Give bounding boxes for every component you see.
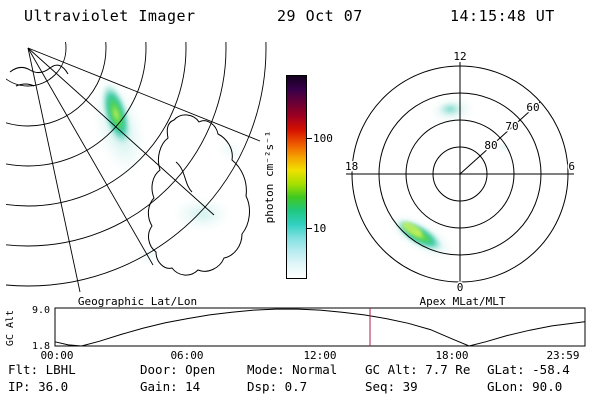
mlt-label-6: 6 [568,160,575,173]
gc-alt-curve [54,308,585,347]
mlt-label-18: 18 [345,160,358,173]
latitude-arc [6,42,187,207]
mlat-label-70: 70 [505,120,518,133]
latitude-arc [6,42,147,167]
aurora-bright-arc [101,83,131,145]
longitude-line [27,47,261,142]
status-filter: Flt: LBHL [8,362,76,377]
aurora-hotspot [402,222,422,236]
status-gain: Gain: 14 [140,379,201,394]
status-seq: Seq: 39 [365,379,418,394]
gc-alt-plot: 9.0 1.8 GC Alt 00:00 06:00 12:00 18:00 2… [5,305,586,362]
colorbar-label: photon cm⁻²s⁻¹ [263,130,276,224]
time-tick-1800: 18:00 [435,349,468,362]
geographic-map-panel [6,42,267,293]
gc-alt-plot-box [54,307,586,347]
app-title: Ultraviolet Imager [24,7,196,25]
latitude-arc [6,42,267,287]
time-tick-2359: 23:59 [546,349,579,362]
colorbar-tick-10: 10 [313,222,327,235]
geo-graticule [6,42,267,293]
status-dsp: Dsp: 0.7 [247,379,308,394]
colorbar-tickmark [307,228,312,229]
gc-alt-axis-label: GC Alt [5,310,16,346]
coastline-inlet [175,161,193,193]
mlat-label-80: 80 [484,139,497,152]
mlat-label-60: 60 [526,101,539,114]
status-door: Door: Open [140,362,216,377]
observation-date: 29 Oct 07 [277,7,363,25]
status-glat: GLat: -58.4 [487,362,570,377]
gc-alt-ytick-min: 1.8 [32,341,50,352]
time-tick-0000: 00:00 [40,349,73,362]
time-tick-1200: 12:00 [303,349,336,362]
mlt-label-12: 12 [453,52,466,63]
coastlines [9,64,250,276]
longitude-line [27,47,154,266]
colorbar-gradient [286,75,307,279]
dayside-diffuse-core [438,102,462,116]
longitude-line [27,47,81,293]
latitude-arc [6,42,67,87]
status-ip: IP: 36.0 [8,379,69,394]
colorbar-tickmark [307,138,312,139]
faint-emission-patch [216,140,244,160]
coastline-fragment [9,64,69,75]
aurora-emission-apex [386,97,513,261]
apex-panel-caption: Apex MLat/MLT [419,295,506,308]
latitude-arc [6,42,107,127]
gc-alt-ytick-max: 9.0 [32,305,50,316]
coastline-main [147,114,250,276]
polar-mlt-panel: 12 0 18 6 80 70 60 [344,52,577,292]
mlat-label-spoke [459,101,541,175]
longitude-line [27,47,215,216]
polar-grid [346,62,574,286]
mlt-label-0: 0 [457,281,464,292]
coastline-fragment [15,83,35,87]
time-tick-0600: 06:00 [170,349,203,362]
geo-panel-caption: Geographic Lat/Lon [77,295,198,308]
status-mode: Mode: Normal [247,362,338,377]
observation-time: 14:15:48 UT [450,7,555,25]
status-gc-alt: GC Alt: 7.7 Re [365,362,471,377]
polar-labels: 12 0 18 6 80 70 60 [344,52,577,292]
colorbar-tick-100: 100 [313,132,333,145]
diffuse-emission-patch [172,197,232,231]
latitude-arc [6,42,227,247]
status-glon: GLon: 90.0 [487,379,563,394]
